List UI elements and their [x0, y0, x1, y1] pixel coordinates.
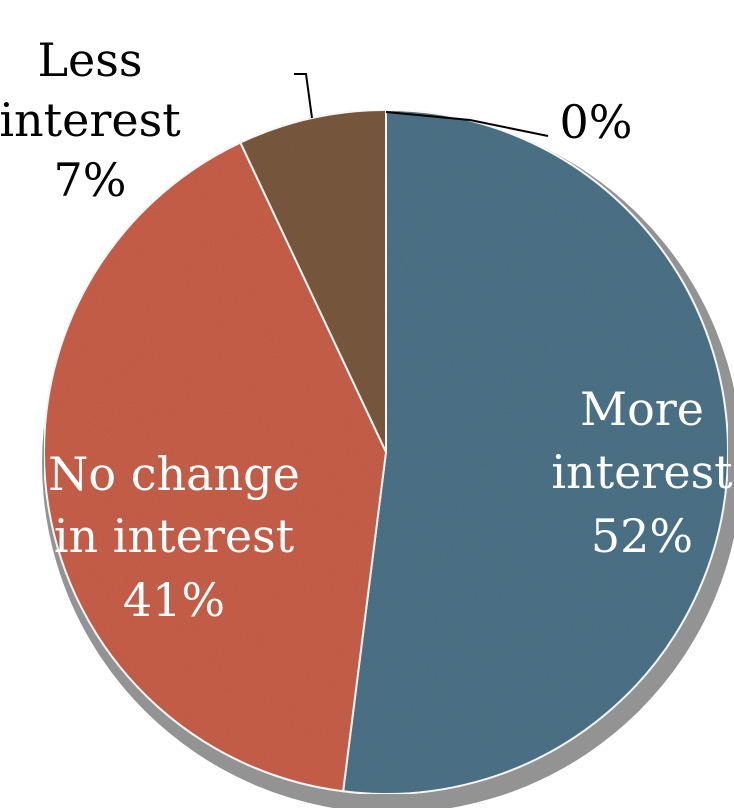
- label-more-line2: interest: [551, 445, 733, 499]
- label-nochange-value: 41%: [123, 573, 225, 627]
- label-more-line1: More: [580, 382, 704, 436]
- slice-no-change-in-interest: [43, 141, 388, 793]
- pie-slices: [43, 108, 729, 795]
- label-nochange-line2: in interest: [54, 509, 295, 563]
- label-less-line1: Less: [38, 33, 143, 87]
- label-less-value: 7%: [54, 153, 127, 207]
- leader-line-zero: [385, 111, 549, 137]
- label-more-value: 52%: [591, 509, 693, 563]
- slice-more-interest: [342, 108, 729, 795]
- label-nochange-line1: No change: [48, 447, 300, 501]
- label-less-line2: interest: [0, 93, 181, 147]
- label-zero-value: 0%: [560, 95, 633, 149]
- leader-line-less: [294, 73, 313, 119]
- slice-less-interest: [239, 108, 387, 453]
